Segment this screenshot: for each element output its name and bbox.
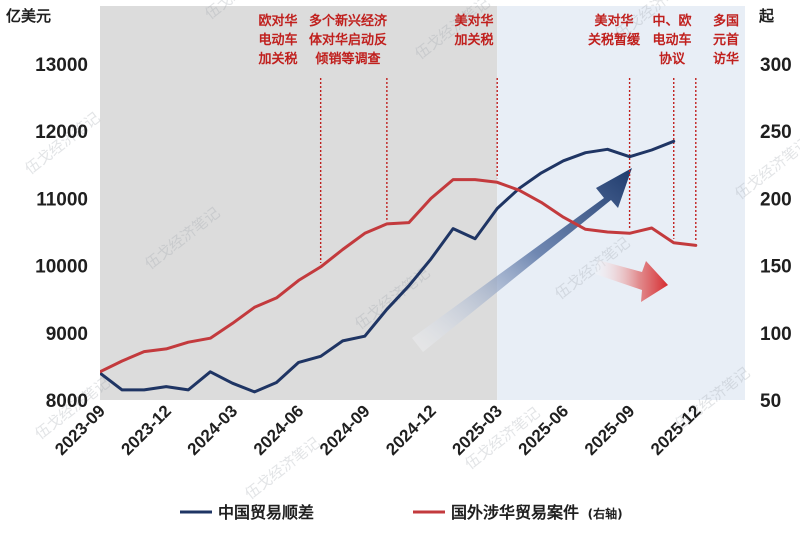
- left-axis-ticks: 8000 9000 10000 11000 12000 13000: [35, 55, 88, 412]
- annotation-label: 协议: [659, 51, 686, 67]
- legend-label-right-axis-note: (右轴): [588, 506, 623, 521]
- annotation-label: 电动车: [652, 32, 691, 48]
- watermark-text: 伍戈经济笔记: [21, 109, 103, 179]
- annotation-label: 加关税: [453, 32, 493, 48]
- series-line-trade-cases: [100, 178, 698, 374]
- annotation-label: 关税暂缓: [588, 32, 641, 48]
- left-tick-label: 9000: [46, 324, 88, 345]
- right-tick-label: 300: [760, 55, 792, 76]
- svg-text:国外涉华贸易案件 (右轴): 国外涉华贸易案件 (右轴): [451, 503, 623, 522]
- annotation-label: 欧对华: [258, 13, 297, 29]
- trend-arrows: [412, 168, 668, 352]
- legend: 中国贸易顺差 国外涉华贸易案件 (右轴): [180, 503, 623, 522]
- annotation-label: 多国: [713, 13, 739, 29]
- annotation-label: 访华: [713, 51, 739, 67]
- annotation-label: 体对华启动反: [309, 32, 387, 48]
- right-axis-unit: 起: [758, 7, 775, 25]
- annotation-label: 倾销等调查: [314, 51, 381, 67]
- right-axis-ticks: 50 100 150 200 250 300: [760, 55, 792, 412]
- series-lines: [100, 139, 698, 394]
- shaded-period-0: [100, 6, 498, 400]
- blue-trend-arrow: [412, 168, 632, 352]
- annotation-label: 加关税: [257, 51, 297, 67]
- shaded-period-1: [497, 6, 745, 400]
- right-tick-label: 50: [760, 391, 781, 412]
- right-tick-label: 100: [760, 324, 792, 345]
- right-tick-label: 150: [760, 257, 792, 278]
- legend-label-trade-cases: 国外涉华贸易案件: [451, 503, 579, 522]
- annotation-lines: [319, 78, 697, 263]
- period-shading: [100, 6, 745, 400]
- left-tick-label: 12000: [35, 122, 88, 143]
- annotation-label: 中、欧: [652, 13, 691, 29]
- annotation-label: 多个新兴经济: [309, 13, 388, 29]
- left-tick-label: 11000: [36, 189, 88, 210]
- x-tick-label: 2023-12: [117, 401, 175, 459]
- annotation-labels: 欧对华电动车加关税多个新兴经济体对华启动反倾销等调查美对华加关税美对华关税暂缓中…: [257, 13, 739, 67]
- series-line-trade-surplus: [100, 139, 676, 394]
- x-tick-label: 2024-09: [316, 401, 374, 459]
- left-tick-label: 8000: [46, 391, 88, 412]
- x-tick-label: 2024-03: [184, 401, 242, 459]
- right-tick-label: 250: [760, 122, 792, 143]
- annotation-label: 美对华: [454, 13, 493, 29]
- left-axis-unit: 亿美元: [6, 7, 51, 25]
- legend-label-trade-surplus: 中国贸易顺差: [218, 503, 314, 522]
- left-tick-label: 13000: [35, 55, 88, 76]
- annotation-label: 元首: [713, 32, 739, 48]
- right-tick-label: 200: [760, 189, 792, 210]
- left-tick-label: 10000: [35, 257, 88, 278]
- red-trend-arrow: [595, 260, 668, 302]
- annotation-label: 电动车: [258, 32, 297, 48]
- x-tick-label: 2025-09: [581, 401, 639, 459]
- x-tick-label: 2025-12: [647, 401, 705, 459]
- x-tick-label: 2024-12: [382, 401, 440, 459]
- x-axis-ticks: 2023-09 2023-12 2024-03 2024-06 2024-09 2024-…: [51, 401, 704, 459]
- annotation-label: 美对华: [594, 13, 633, 29]
